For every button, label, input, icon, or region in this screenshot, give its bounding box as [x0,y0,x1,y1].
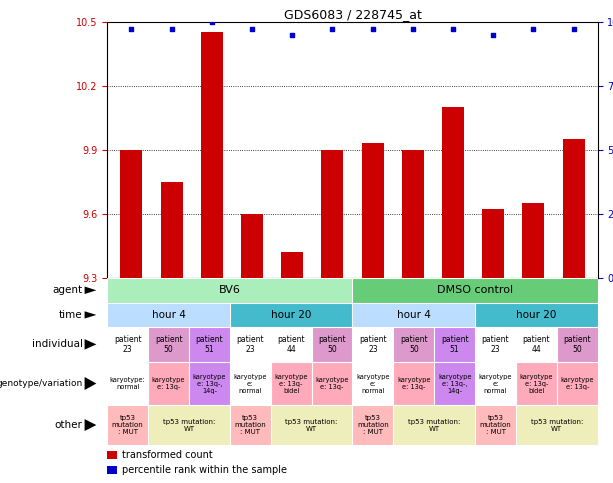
Text: patient
50: patient 50 [563,335,591,354]
Point [569,26,579,33]
Polygon shape [85,311,96,319]
Bar [522,203,544,278]
Point [528,26,538,33]
Bar [120,150,142,278]
Text: karyotype
e: 13q-
bidel: karyotype e: 13q- bidel [520,373,553,394]
Point [207,18,216,26]
Text: karyotype
e: 13q-
bidel: karyotype e: 13q- bidel [275,373,308,394]
Text: karyotype
e: 13q-,
14q-: karyotype e: 13q-, 14q- [438,373,471,394]
Text: patient
50: patient 50 [400,335,428,354]
Text: patient
50: patient 50 [318,335,346,354]
Text: patient
23: patient 23 [359,335,387,354]
Text: patient
51: patient 51 [441,335,468,354]
Text: karyotype
e:
normal: karyotype e: normal [356,373,390,394]
Bar [482,210,504,278]
Text: karyotype
e: 13q-,
14q-: karyotype e: 13q-, 14q- [192,373,226,394]
Point [448,26,458,33]
Polygon shape [85,377,96,390]
Bar [281,252,303,278]
Text: BV6: BV6 [219,285,241,295]
Text: tp53
mutation
: MUT: tp53 mutation : MUT [357,415,389,435]
Text: other: other [55,420,83,430]
Bar [107,466,118,474]
Text: patient
44: patient 44 [522,335,550,354]
Text: patient
23: patient 23 [482,335,509,354]
Text: hour 20: hour 20 [271,310,311,320]
Text: karyotype
e: 13q-: karyotype e: 13q- [560,377,594,390]
Text: genotype/variation: genotype/variation [0,379,83,388]
Bar [563,139,585,278]
Bar [200,32,223,278]
Text: patient
50: patient 50 [154,335,183,354]
Text: karyotype
e:
normal: karyotype e: normal [234,373,267,394]
Point [167,26,177,33]
Text: karyotype:
normal: karyotype: normal [110,377,145,390]
Text: percentile rank within the sample: percentile rank within the sample [122,465,287,475]
Text: tp53
mutation
: MUT: tp53 mutation : MUT [112,415,143,435]
Text: individual: individual [32,340,83,349]
Text: tp53
mutation
: MUT: tp53 mutation : MUT [479,415,511,435]
Title: GDS6083 / 228745_at: GDS6083 / 228745_at [284,8,421,21]
Bar [442,107,464,278]
Polygon shape [85,339,96,350]
Point [408,26,417,33]
Text: patient
23: patient 23 [114,335,142,354]
Text: karyotype
e:
normal: karyotype e: normal [479,373,512,394]
Point [287,30,297,38]
Point [247,26,257,33]
Text: patient
44: patient 44 [277,335,305,354]
Bar [402,150,424,278]
Text: hour 4: hour 4 [151,310,186,320]
Text: karyotype
e: 13q-: karyotype e: 13q- [315,377,349,390]
Text: karyotype
e: 13q-: karyotype e: 13q- [397,377,430,390]
Text: tp53 mutation:
WT: tp53 mutation: WT [286,419,338,431]
Text: hour 4: hour 4 [397,310,431,320]
Polygon shape [85,286,96,294]
Point [368,26,378,33]
Text: tp53
mutation
: MUT: tp53 mutation : MUT [234,415,266,435]
Text: patient
23: patient 23 [237,335,264,354]
Bar [241,214,263,278]
Text: DMSO control: DMSO control [437,285,513,295]
Bar [161,182,183,278]
Bar [321,150,343,278]
Text: patient
51: patient 51 [196,335,223,354]
Point [489,30,498,38]
Text: hour 20: hour 20 [516,310,557,320]
Text: time: time [59,310,83,320]
Point [327,26,337,33]
Text: tp53 mutation:
WT: tp53 mutation: WT [408,419,460,431]
Text: tp53 mutation:
WT: tp53 mutation: WT [163,419,215,431]
Text: agent: agent [53,285,83,295]
Point [126,26,136,33]
Text: transformed count: transformed count [122,450,213,460]
Text: tp53 mutation:
WT: tp53 mutation: WT [531,419,583,431]
Polygon shape [85,419,96,431]
Bar [362,143,384,278]
Bar [107,451,118,459]
Text: karyotype
e: 13q-: karyotype e: 13q- [152,377,185,390]
